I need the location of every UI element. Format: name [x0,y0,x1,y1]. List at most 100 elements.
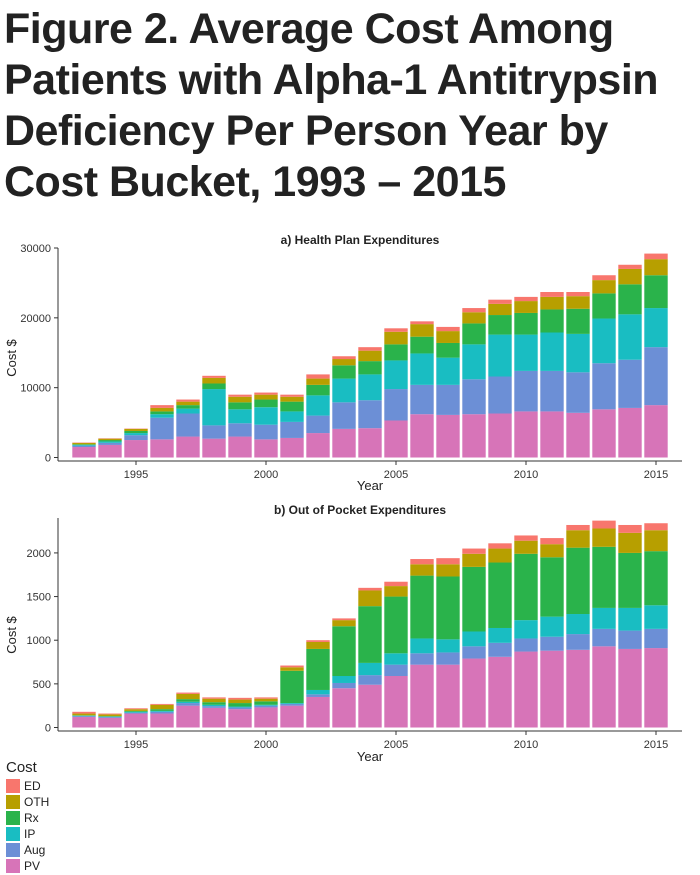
bar-a-ed-1997 [176,399,200,402]
bar-b-rx-1995 [124,710,148,712]
bar-b-oth-2011 [540,544,564,558]
bar-a-aug-2013 [592,363,616,410]
bar-b-ed-1995 [124,708,148,710]
bar-b-aug-1996 [150,711,174,714]
bar-b-pv-2000 [254,707,278,728]
bar-a-aug-2007 [436,384,460,415]
bar-b-ed-1996 [150,703,174,705]
bar-b-aug-2000 [254,705,278,708]
bar-b-ip-2006 [410,638,434,654]
bar-a-pv-1993 [72,447,96,458]
bar-b-oth-2006 [410,564,434,576]
bar-a-aug-1997 [176,413,200,437]
bar-b-pv-2010 [514,651,538,728]
x-tick-label-b-2005: 2005 [384,739,408,751]
bar-b-rx-1996 [150,709,174,711]
bar-b-oth-2002 [306,641,330,649]
y-tick-label-a-20000: 20000 [20,313,51,325]
bar-a-aug-2014 [618,359,642,408]
x-tick-label-a-2010: 2010 [514,469,538,481]
bar-b-aug-1997 [176,703,200,706]
legend-swatch-aug [6,843,20,857]
legend-items: ED OTH Rx IP Aug PV [6,779,49,873]
bar-b-pv-2006 [410,664,434,728]
bar-a-ed-2007 [436,326,460,332]
bar-b-ip-2012 [566,614,590,635]
bar-a-rx-2012 [566,308,590,334]
bar-a-oth-2008 [462,312,486,324]
bar-b-ip-1997 [176,701,200,704]
bar-a-ip-2000 [254,407,278,425]
bar-b-ed-2001 [280,665,304,668]
bar-b-aug-2004 [358,675,382,685]
bar-b-ip-2015 [644,605,668,629]
bar-b-ed-1993 [72,711,96,714]
x-tick-label-a-2005: 2005 [384,469,408,481]
bar-a-pv-2002 [306,433,330,458]
panel-health-plan: a) Health Plan Expenditures Year Cost $ … [4,233,682,493]
bar-a-ip-1998 [202,389,226,426]
legend-label-oth: OTH [24,795,49,809]
panel-a-ylabel: Cost $ [4,338,19,376]
bar-a-ed-2005 [384,328,408,332]
x-tick-label-a-2000: 2000 [254,469,278,481]
x-tick-label-b-2015: 2015 [644,739,668,751]
bar-a-pv-1998 [202,438,226,458]
bar-a-ip-1997 [176,408,200,414]
bar-a-pv-2004 [358,428,382,458]
bar-b-pv-2014 [618,648,642,728]
bar-b-ed-2007 [436,558,460,565]
bar-a-ip-2009 [488,334,512,377]
bar-a-ip-1993 [72,444,96,446]
bar-a-oth-2011 [540,296,564,310]
bar-b-rx-2009 [488,562,512,628]
bar-b-oth-2012 [566,530,590,548]
bar-b-aug-2013 [592,628,616,647]
bar-a-ed-2002 [306,374,330,379]
bar-a-pv-2014 [618,407,642,458]
bar-b-rx-2003 [332,626,356,677]
legend-swatch-ip [6,827,20,841]
bar-a-rx-1995 [124,430,148,434]
bar-a-aug-1998 [202,425,226,439]
y-tick-label-b-500: 500 [33,679,51,691]
bar-b-aug-2010 [514,638,538,652]
bar-b-rx-1999 [228,703,252,707]
bar-a-ed-2013 [592,275,616,281]
bar-b-ed-2013 [592,520,616,529]
bar-a-rx-2010 [514,312,538,335]
legend-swatch-ed [6,779,20,793]
bar-b-ip-2009 [488,627,512,643]
bar-a-pv-2011 [540,411,564,458]
bar-b-oth-1995 [124,709,148,711]
bar-b-oth-2009 [488,548,512,563]
bar-a-ed-2006 [410,321,434,325]
bar-a-pv-2010 [514,411,538,458]
bar-a-rx-2005 [384,344,408,361]
y-tick-label-a-30000: 30000 [20,243,51,255]
bar-b-rx-2005 [384,596,408,654]
bar-a-oth-2001 [280,396,304,402]
bar-b-ip-2005 [384,653,408,665]
bar-a-pv-2015 [644,405,668,458]
y-tick-label-b-1500: 1500 [27,592,51,604]
bar-b-pv-2005 [384,676,408,728]
bar-a-pv-2003 [332,428,356,458]
bar-a-ed-2009 [488,299,512,304]
bar-a-aug-2011 [540,370,564,412]
bar-b-rx-2007 [436,576,460,640]
bar-a-pv-2009 [488,413,512,458]
panel-a-title: a) Health Plan Expenditures [281,233,440,247]
legend-label-pv: PV [24,859,40,873]
bar-a-ip-2005 [384,360,408,390]
bar-b-oth-1997 [176,693,200,700]
bar-b-aug-2005 [384,664,408,677]
bar-b-oth-2003 [332,620,356,627]
bar-a-rx-2002 [306,384,330,396]
legend-label-rx: Rx [24,811,39,825]
bar-b-oth-2013 [592,528,616,547]
bar-a-ip-2006 [410,353,434,385]
bar-a-rx-1998 [202,383,226,390]
bar-a-ed-2010 [514,296,538,302]
bar-b-ed-2014 [618,524,642,533]
